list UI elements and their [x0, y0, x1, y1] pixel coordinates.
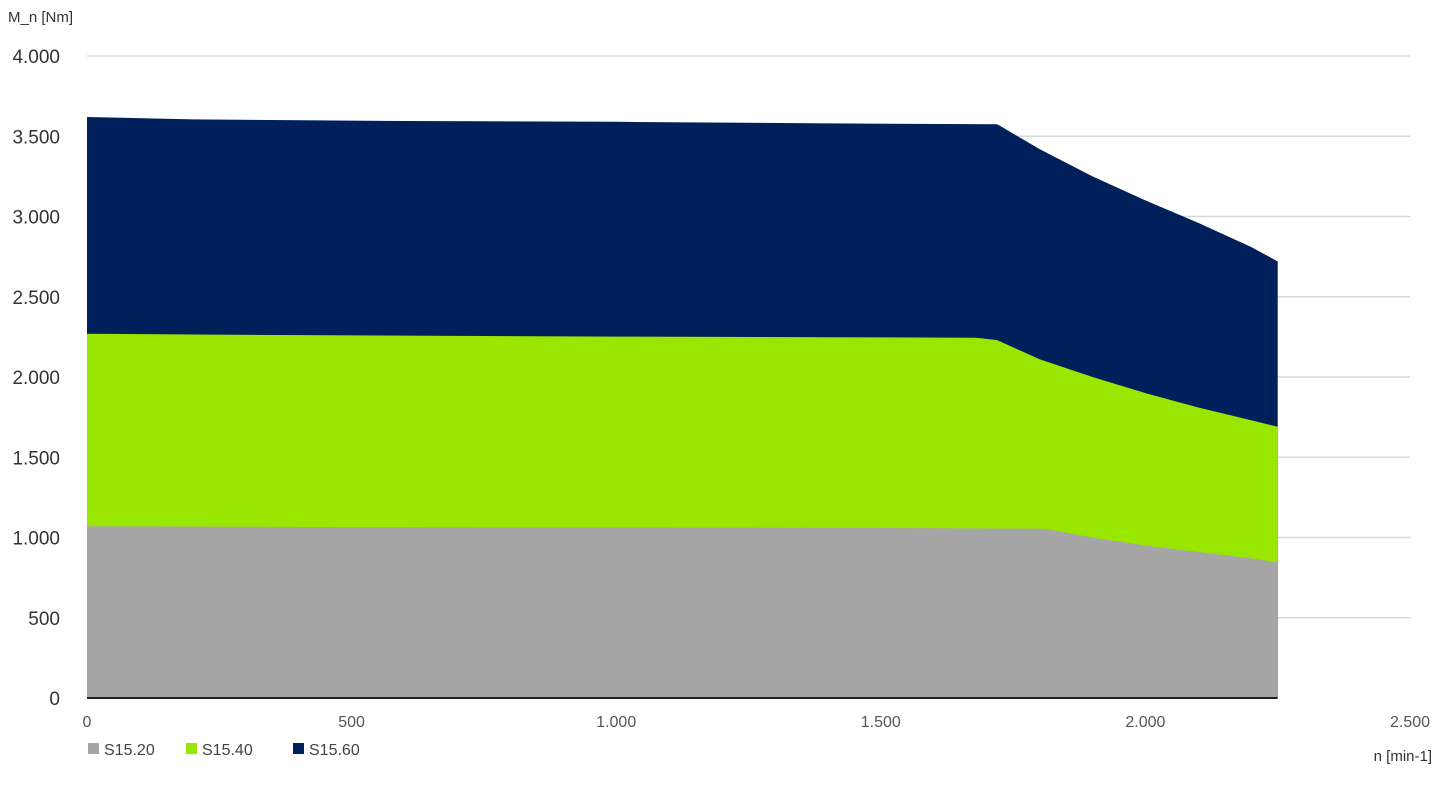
x-tick-label-3: 1.500 — [861, 714, 901, 731]
legend-swatch-S15-20 — [88, 743, 99, 754]
x-tick-label-2: 1.000 — [596, 714, 636, 731]
y-tick-label-5: 2.500 — [12, 288, 60, 309]
legend-swatch-S15-60 — [293, 743, 304, 754]
x-tick-label-0: 0 — [83, 714, 92, 731]
legend-swatch-S15-40 — [186, 743, 197, 754]
x-axis-label: n [min-1] — [1374, 748, 1432, 765]
legend-label-S15-60: S15.60 — [309, 742, 360, 759]
x-axis-tick-labels: 0 500 1.000 1.500 2.000 2.500 — [83, 714, 1431, 731]
y-tick-label-3: 1.500 — [12, 448, 60, 469]
y-tick-label-0: 0 — [49, 689, 60, 710]
y-axis-label: M_n [Nm] — [8, 9, 73, 26]
x-tick-label-5: 2.500 — [1390, 714, 1430, 731]
y-tick-label-4: 2.000 — [12, 368, 60, 389]
x-tick-label-4: 2.000 — [1125, 714, 1165, 731]
y-tick-label-7: 3.500 — [12, 127, 60, 148]
area-series — [87, 117, 1278, 698]
y-tick-label-2: 1.000 — [12, 529, 60, 550]
y-tick-label-6: 3.000 — [12, 208, 60, 229]
legend-label-S15-40: S15.40 — [202, 742, 253, 759]
y-tick-label-8: 4.000 — [12, 47, 60, 68]
legend-label-S15-20: S15.20 — [104, 742, 155, 759]
area-S15-20 — [87, 526, 1278, 698]
legend: S15.20 S15.40 S15.60 — [88, 742, 360, 759]
y-axis-tick-labels: 0 500 1.000 1.500 2.000 2.500 3.000 3.500 4.000 — [12, 47, 60, 710]
x-tick-label-1: 500 — [338, 714, 365, 731]
y-tick-label-1: 500 — [28, 609, 60, 630]
